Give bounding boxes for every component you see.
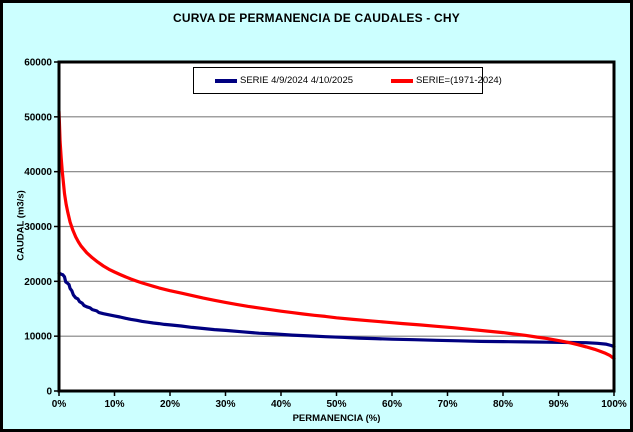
x-tick-label-20: 20% bbox=[160, 399, 180, 410]
x-tick-label-90: 90% bbox=[548, 399, 568, 410]
y-axis-title: CAUDAL (m3/s) bbox=[15, 190, 27, 261]
y-tick-label-60000: 60000 bbox=[24, 58, 52, 69]
legend: SERIE 4/9/2024 4/10/2025 SERIE=(1971-202… bbox=[193, 67, 502, 94]
x-tick-label-60: 60% bbox=[382, 399, 402, 410]
x-tick-label-100: 100% bbox=[601, 399, 627, 410]
x-tick-label-30: 30% bbox=[215, 399, 235, 410]
x-tick-label-80: 80% bbox=[493, 399, 513, 410]
y-tick-label-40000: 40000 bbox=[24, 167, 52, 178]
legend-entry-red: SERIE=(1971-2024) bbox=[391, 75, 502, 86]
y-tick-label-10000: 10000 bbox=[24, 332, 52, 343]
y-tick-label-0: 0 bbox=[46, 387, 52, 398]
x-tick-label-40: 40% bbox=[271, 399, 291, 410]
x-tick-label-10: 10% bbox=[104, 399, 124, 410]
x-tick-label-50: 50% bbox=[326, 399, 346, 410]
chart-title: CURVA DE PERMANENCIA DE CAUDALES - CHY bbox=[173, 11, 460, 25]
legend-label-red: SERIE=(1971-2024) bbox=[416, 75, 502, 86]
plot-area: 0 10000 20000 30000 40000 50000 60000 0% 10% 20% 3… bbox=[24, 58, 627, 411]
y-tick-label-50000: 50000 bbox=[24, 112, 52, 123]
x-axis-title: PERMANENCIA (%) bbox=[292, 413, 381, 424]
legend-line-red-icon bbox=[391, 78, 414, 83]
series-line-0 bbox=[57, 271, 616, 349]
series-line-1 bbox=[57, 109, 616, 361]
x-tick-label-70: 70% bbox=[437, 399, 457, 410]
y-tick-label-20000: 20000 bbox=[24, 277, 52, 288]
y-tick-label-30000: 30000 bbox=[24, 222, 52, 233]
x-tick-label-0: 0% bbox=[52, 399, 67, 410]
legend-entry-blue: SERIE 4/9/2024 4/10/2025 bbox=[215, 75, 353, 86]
legend-label-blue: SERIE 4/9/2024 4/10/2025 bbox=[240, 75, 354, 86]
legend-line-blue-icon bbox=[215, 78, 237, 83]
